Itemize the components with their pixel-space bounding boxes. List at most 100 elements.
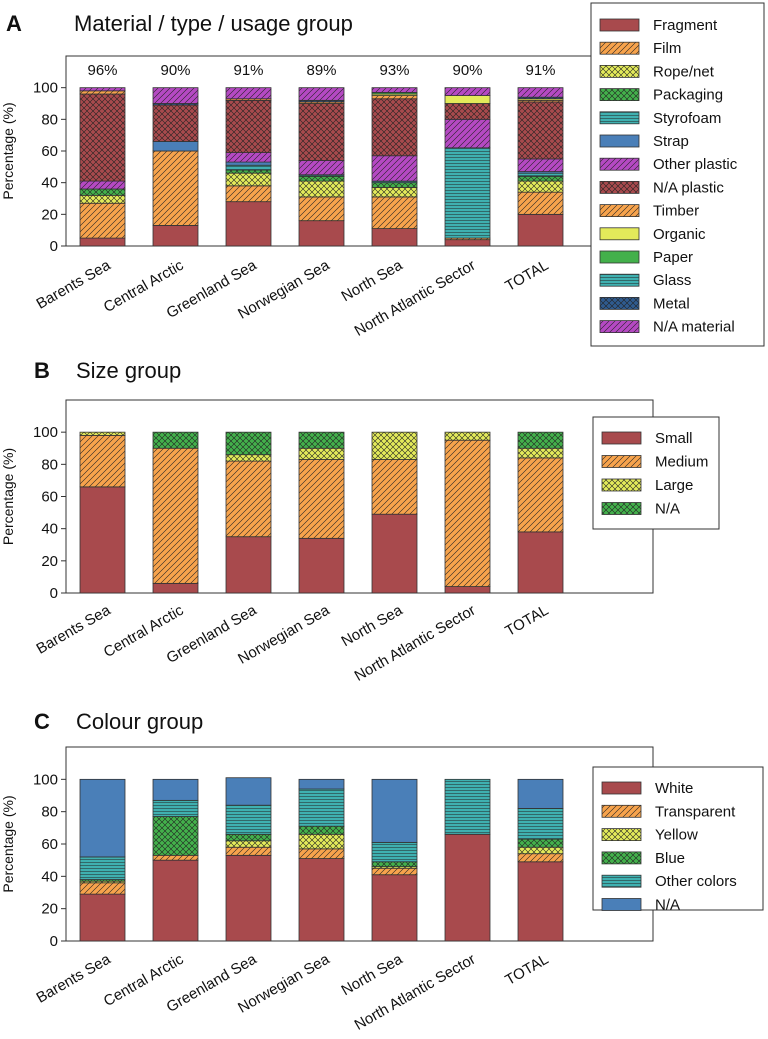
legend-swatch-strap [599,134,640,148]
segment-n-a-north-sea [371,778,418,843]
segment-fragment-north-atlantic-sector [444,239,491,247]
panel-a-title: Material / type / usage group [74,11,353,36]
segment-small-barents-sea [79,486,126,594]
segment-fragment-greenland-sea [225,201,272,247]
legend-label-packaging: Packaging [653,87,723,104]
segment-medium-north-atlantic-sector [444,439,491,587]
segment-film-greenland-sea [225,185,272,203]
legend-label-small: Small [655,430,693,447]
bar-central-arctic [152,87,199,247]
segment-n-a-norwegian-sea [298,778,345,790]
category-label-north-sea: North Sea [339,601,407,650]
top-label-norwegian-sea: 89% [306,62,336,79]
segment-other-plastic-total [517,158,564,172]
bar-central-arctic [152,431,199,594]
legend-label-n-a-plastic: N/A plastic [653,179,724,196]
category-label-total: TOTAL [502,602,551,640]
segment-n-a-plastic-greenland-sea [225,99,272,153]
segment-small-north-sea [371,513,418,594]
legend-swatch-n-a [601,502,642,515]
segment-medium-barents-sea [79,434,126,488]
legend-swatch-white [601,781,642,795]
legend-label-paper: Paper [653,249,693,266]
segment-rope-net-greenland-sea [225,172,272,187]
segment-transparent-barents-sea [79,882,126,895]
segment-yellow-total [517,846,564,855]
segment-packaging-norwegian-sea [298,175,345,182]
panel-c-y-axis-label: Percentage (%) [0,795,16,892]
segment-medium-greenland-sea [225,460,272,538]
bar-north-atlantic-sector [444,778,491,942]
y-tick-label: 100 [33,424,58,441]
segment-n-a-greenland-sea [225,431,272,456]
y-tick-label: 0 [50,585,58,602]
segment-small-north-atlantic-sector [444,586,491,594]
legend-swatch-other-plastic [599,157,640,171]
top-label-total: 91% [525,62,555,79]
segment-other-colors-total [517,808,564,840]
legend-label-styrofoam: Styrofoam [653,110,721,127]
category-label-north-atlantic-sector: North Atlantic Sector [352,951,479,1034]
segment-white-north-sea [371,874,418,942]
legend-swatch-rope-net [599,65,640,78]
segment-white-greenland-sea [225,854,272,942]
segment-timber-barents-sea [79,90,126,95]
segment-n-a-material-total [517,87,564,98]
segment-timber-north-sea [371,95,418,100]
panel-b-title: Size group [76,358,181,383]
segment-medium-norwegian-sea [298,459,345,539]
bar-barents-sea [79,778,126,942]
panel-a-letter: A [6,11,22,36]
segment-styrofoam-total [517,172,564,177]
legend-swatch-organic [599,227,640,241]
legend-label-n-a: N/A [655,897,680,914]
legend-swatch-n-a-material [599,320,640,334]
bar-barents-sea [79,431,126,594]
segment-fragment-north-sea [371,228,418,247]
segment-other-plastic-barents-sea [79,180,126,190]
segment-n-a-greenland-sea [225,777,272,806]
segment-small-norwegian-sea [298,537,345,594]
legend-label-other-plastic: Other plastic [653,156,738,173]
legend-label-n-a-material: N/A material [653,319,735,336]
segment-n-a-material-north-sea [371,87,418,93]
legend-label-strap: Strap [653,133,689,150]
panel-b-legend: Small Medium Large N/A [592,416,720,530]
segment-blue-north-sea [371,861,418,868]
bar-north-sea [371,87,418,247]
bar-norwegian-sea [298,87,345,247]
y-tick-label: 40 [41,175,58,192]
legend-label-transparent: Transparent [655,803,736,820]
y-tick-label: 40 [41,868,58,885]
segment-n-a-plastic-barents-sea [79,93,126,182]
segment-blue-greenland-sea [225,833,272,842]
segment-film-central-arctic [152,150,199,226]
legend-label-timber: Timber [653,203,699,220]
segment-transparent-central-arctic [152,854,199,861]
legend-swatch-timber [599,204,640,218]
segment-other-colors-barents-sea [79,856,126,880]
y-tick-label: 80 [41,456,58,473]
panel-a-legend: Fragment Film Rope/net Packaging Styrofoam St… [590,2,765,347]
segment-styrofoam-north-atlantic-sector [444,147,491,239]
legend-swatch-other-colors [601,874,642,888]
bar-central-arctic [152,778,199,942]
segment-transparent-greenland-sea [225,846,272,856]
segment-n-a-norwegian-sea [298,431,345,449]
segment-large-north-sea [371,431,418,460]
legend-label-metal: Metal [653,295,690,312]
segment-n-a-central-arctic [152,778,199,801]
top-label-central-arctic: 90% [160,62,190,79]
legend-swatch-packaging [599,88,640,101]
segment-packaging-north-sea [371,182,418,188]
bar-total [517,87,564,247]
segment-n-a-material-barents-sea [79,87,126,92]
segment-yellow-norwegian-sea [298,833,345,850]
segment-blue-total [517,838,564,848]
legend-label-rope-net: Rope/net [653,63,715,80]
segment-n-a-central-arctic [152,431,199,449]
bar-total [517,778,564,942]
